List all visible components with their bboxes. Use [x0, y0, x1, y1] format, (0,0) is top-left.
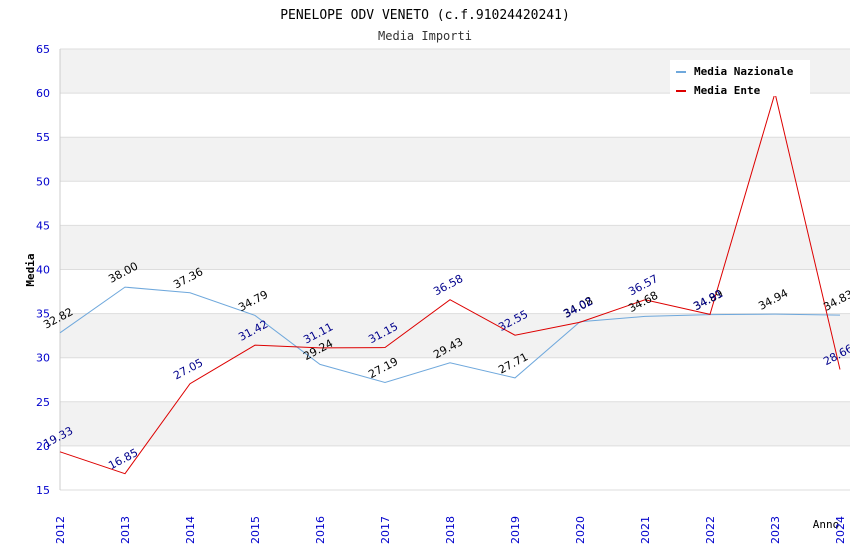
gridlines [60, 48, 850, 491]
y-tick-label: 25 [36, 396, 50, 409]
x-tick-label: 2012 [54, 516, 67, 544]
x-tick-label: 2018 [444, 516, 457, 544]
y-axis-title: Media [24, 253, 37, 286]
legend-label-media-nazionale: Media Nazionale [694, 65, 794, 78]
x-tick-label: 2013 [119, 516, 132, 544]
x-tick-label: 2020 [574, 516, 587, 544]
y-tick-label: 20 [36, 440, 50, 453]
chart-title: PENELOPE ODV VENETO (c.f.91024420241) [280, 8, 570, 23]
y-tick-label: 30 [36, 352, 50, 365]
x-axis-title: Anno [813, 518, 840, 531]
x-tick-label: 2024 [834, 516, 847, 544]
y-tick-label: 50 [36, 175, 50, 188]
grid-band [60, 445, 850, 490]
grid-band [60, 357, 850, 402]
x-tick-label: 2015 [249, 516, 262, 544]
chart-subtitle: Media Importi [378, 29, 472, 43]
grid-band [60, 313, 850, 358]
grid-band [60, 181, 850, 226]
x-tick-label: 2016 [314, 516, 327, 544]
x-tick-label: 2022 [704, 516, 717, 544]
legend: Media Nazionale Media Ente [670, 60, 810, 97]
x-tick-label: 2021 [639, 516, 652, 544]
x-tick-labels: 2012 2013 2014 2015 2016 2017 2018 2019 2020 2021… [54, 516, 847, 544]
grid-band [60, 269, 850, 314]
y-tick-label: 15 [36, 484, 50, 497]
y-tick-label: 65 [36, 43, 50, 56]
x-tick-label: 2023 [769, 516, 782, 544]
x-tick-label: 2014 [184, 516, 197, 544]
y-tick-label: 45 [36, 219, 50, 232]
y-tick-label: 60 [36, 87, 50, 100]
legend-box [670, 60, 810, 96]
y-tick-labels: 15 20 25 30 35 40 45 50 55 60 65 [36, 43, 50, 497]
y-tick-label: 40 [36, 264, 50, 277]
grid-band [60, 225, 850, 270]
grid-band [60, 401, 850, 446]
grid-band [60, 137, 850, 182]
series-lines [59, 91, 841, 475]
grid-bands [60, 49, 850, 490]
y-tick-label: 35 [36, 308, 50, 321]
legend-label-media-ente: Media Ente [694, 84, 761, 97]
grid-band [60, 93, 850, 138]
x-tick-label: 2017 [379, 516, 392, 544]
y-tick-label: 55 [36, 131, 50, 144]
x-tick-label: 2019 [509, 516, 522, 544]
series-line-media-ente [59, 91, 841, 475]
